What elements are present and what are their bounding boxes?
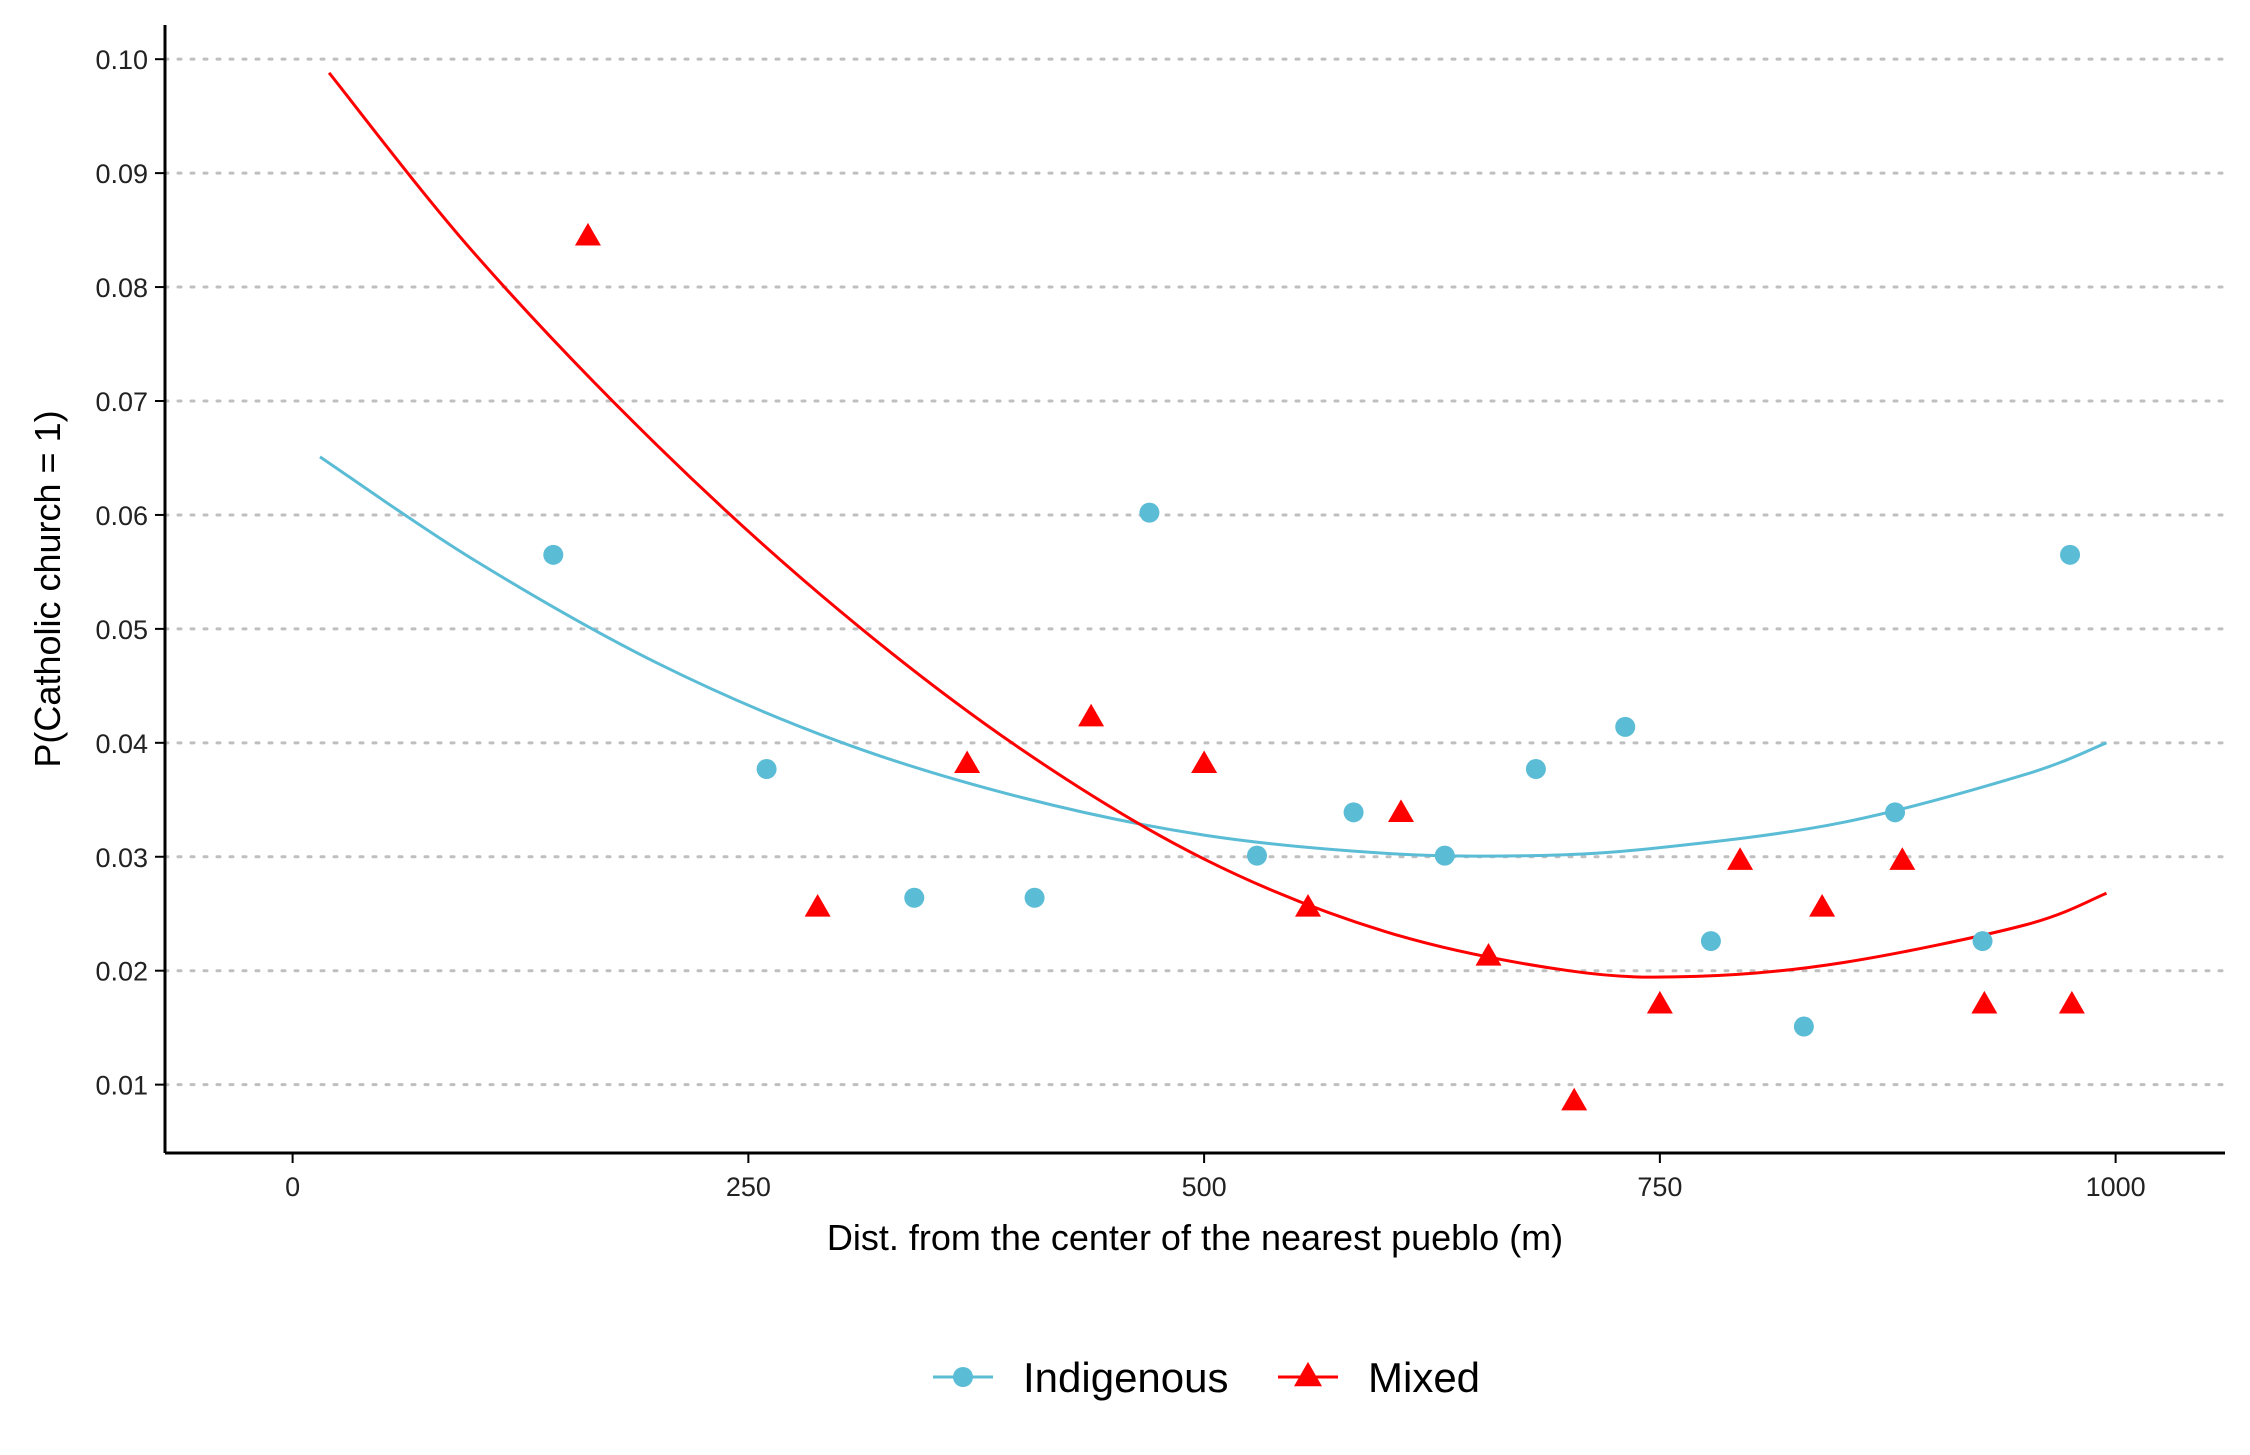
point-indigenous bbox=[1246, 845, 1267, 866]
ticks: 0.01 0.02 0.03 0.04 0.05 0.06 0.07 0.08 0.09 0.10… bbox=[95, 45, 2145, 1202]
y-tick-label: 0.07 bbox=[95, 387, 148, 417]
point-mixed bbox=[2058, 990, 2085, 1014]
y-tick-label: 0.01 bbox=[95, 1071, 148, 1101]
point-indigenous bbox=[1024, 887, 1045, 908]
point-indigenous bbox=[1700, 931, 1721, 952]
fit-line-mixed bbox=[327, 71, 2108, 979]
fit-line-indigenous bbox=[319, 455, 2108, 858]
legend: Indigenous Mixed bbox=[933, 1354, 1480, 1401]
point-indigenous bbox=[904, 887, 925, 908]
grid-layer bbox=[163, 57, 2227, 1087]
axes bbox=[163, 25, 2225, 1155]
data-points bbox=[543, 222, 2085, 1111]
point-mixed bbox=[1388, 799, 1414, 823]
y-tick-label: 0.10 bbox=[95, 45, 148, 75]
x-tick-label: 1000 bbox=[2086, 1172, 2146, 1202]
point-indigenous bbox=[1139, 502, 1160, 523]
y-tick-label: 0.03 bbox=[95, 843, 148, 873]
y-axis-title: P(Catholic church = 1) bbox=[27, 410, 68, 767]
point-indigenous bbox=[1793, 1016, 1814, 1037]
point-indigenous bbox=[756, 759, 777, 780]
point-mixed bbox=[954, 750, 981, 774]
x-tick-label: 0 bbox=[285, 1172, 300, 1202]
legend-key-marker-mixed bbox=[1294, 1361, 1322, 1387]
point-mixed bbox=[1889, 847, 1916, 870]
x-tick-label: 250 bbox=[726, 1172, 771, 1202]
point-mixed bbox=[1295, 894, 1322, 917]
point-indigenous bbox=[1972, 931, 1993, 952]
point-mixed bbox=[1646, 990, 1673, 1014]
y-tick-label: 0.06 bbox=[95, 501, 148, 531]
point-indigenous bbox=[2060, 544, 2081, 565]
point-mixed bbox=[1191, 750, 1218, 774]
legend-key-marker-indigenous bbox=[953, 1367, 973, 1387]
point-mixed bbox=[574, 222, 601, 246]
legend-item-indigenous: Indigenous bbox=[933, 1354, 1229, 1401]
x-axis-title: Dist. from the center of the nearest pue… bbox=[827, 1217, 1563, 1258]
point-indigenous bbox=[1885, 802, 1906, 823]
x-tick-label: 750 bbox=[1637, 1172, 1682, 1202]
point-indigenous bbox=[1343, 802, 1364, 823]
point-mixed bbox=[1561, 1087, 1588, 1111]
point-mixed bbox=[1475, 942, 1502, 966]
point-mixed bbox=[1727, 847, 1754, 870]
y-tick-label: 0.04 bbox=[95, 729, 148, 759]
point-indigenous bbox=[543, 544, 564, 565]
y-tick-label: 0.08 bbox=[95, 273, 148, 303]
point-indigenous bbox=[1434, 845, 1455, 866]
y-tick-label: 0.09 bbox=[95, 159, 148, 189]
point-indigenous bbox=[1615, 716, 1636, 737]
point-mixed bbox=[1078, 703, 1105, 727]
point-mixed bbox=[1809, 894, 1836, 917]
legend-label-mixed: Mixed bbox=[1368, 1354, 1480, 1401]
fit-lines bbox=[319, 71, 2108, 979]
x-tick-label: 500 bbox=[1182, 1172, 1227, 1202]
y-tick-label: 0.05 bbox=[95, 615, 148, 645]
point-mixed bbox=[804, 894, 831, 917]
point-mixed bbox=[1971, 990, 1998, 1014]
legend-item-mixed: Mixed bbox=[1278, 1354, 1480, 1401]
point-indigenous bbox=[1525, 759, 1546, 780]
y-tick-label: 0.02 bbox=[95, 957, 148, 987]
legend-label-indigenous: Indigenous bbox=[1023, 1354, 1229, 1401]
